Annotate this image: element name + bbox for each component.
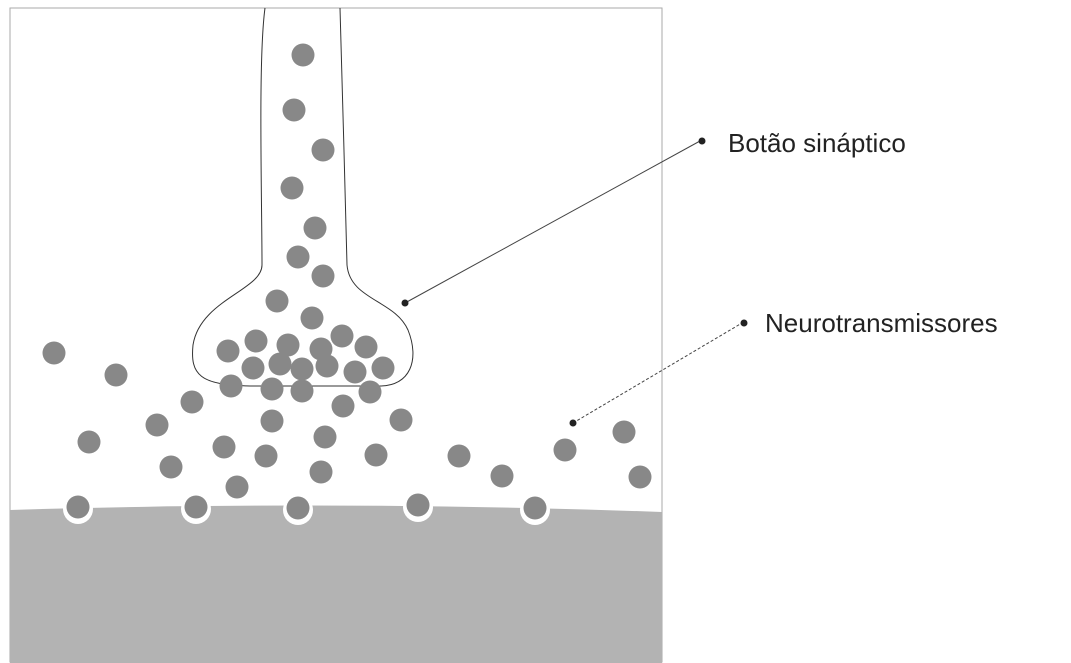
neurotransmitter [491, 465, 514, 488]
label: Botão sináptico [728, 128, 906, 158]
neurotransmitter [283, 99, 306, 122]
neurotransmitter [304, 217, 327, 240]
neurotransmitter [160, 456, 183, 479]
neurotransmitter [287, 246, 310, 269]
neurotransmitter [629, 466, 652, 489]
neurotransmitter [291, 380, 314, 403]
neurotransmitter [105, 364, 128, 387]
bound-neurotransmitter [287, 497, 310, 520]
pointer-dot [402, 300, 409, 307]
bound-neurotransmitter [407, 494, 430, 517]
bound-neurotransmitter [524, 497, 547, 520]
neurotransmitter [261, 410, 284, 433]
pointer-dot [570, 420, 577, 427]
neurotransmitter [269, 353, 292, 376]
neurotransmitter [613, 421, 636, 444]
neurotransmitter [266, 290, 289, 313]
neurotransmitter [331, 325, 354, 348]
neurotransmitter [281, 177, 304, 200]
pointer-dot [699, 138, 706, 145]
neurotransmitter [301, 307, 324, 330]
bound-neurotransmitter [185, 496, 208, 519]
neurotransmitter [390, 409, 413, 432]
neurotransmitter [181, 391, 204, 414]
pointer-dot [741, 320, 748, 327]
neurotransmitter [365, 444, 388, 467]
neurotransmitter [312, 265, 335, 288]
neurotransmitter [43, 342, 66, 365]
neurotransmitter [220, 375, 243, 398]
neurotransmitter [213, 436, 236, 459]
neurotransmitter [316, 355, 339, 378]
neurotransmitter [448, 445, 471, 468]
neurotransmitter [292, 44, 315, 67]
neurotransmitter [554, 439, 577, 462]
neurotransmitter [310, 461, 333, 484]
neurotransmitter [217, 340, 240, 363]
neurotransmitter [146, 414, 169, 437]
neurotransmitter [242, 357, 265, 380]
neurotransmitter [359, 381, 382, 404]
neurotransmitter [372, 357, 395, 380]
diagram: Botão sináptico Neurotransmissores [0, 0, 1071, 663]
neurotransmitter [344, 361, 367, 384]
neurotransmitter [245, 330, 268, 353]
label: Neurotransmissores [765, 308, 998, 338]
postsynaptic-membrane [10, 505, 662, 663]
neurotransmitter [226, 476, 249, 499]
bound-neurotransmitter [67, 496, 90, 519]
neurotransmitter [355, 336, 378, 359]
neurotransmitter [261, 378, 284, 401]
neurotransmitter [312, 139, 335, 162]
neurotransmitter [332, 395, 355, 418]
neurotransmitter [255, 445, 278, 468]
neurotransmitter [291, 358, 314, 381]
neurotransmitter [78, 431, 101, 454]
neurotransmitter [314, 426, 337, 449]
